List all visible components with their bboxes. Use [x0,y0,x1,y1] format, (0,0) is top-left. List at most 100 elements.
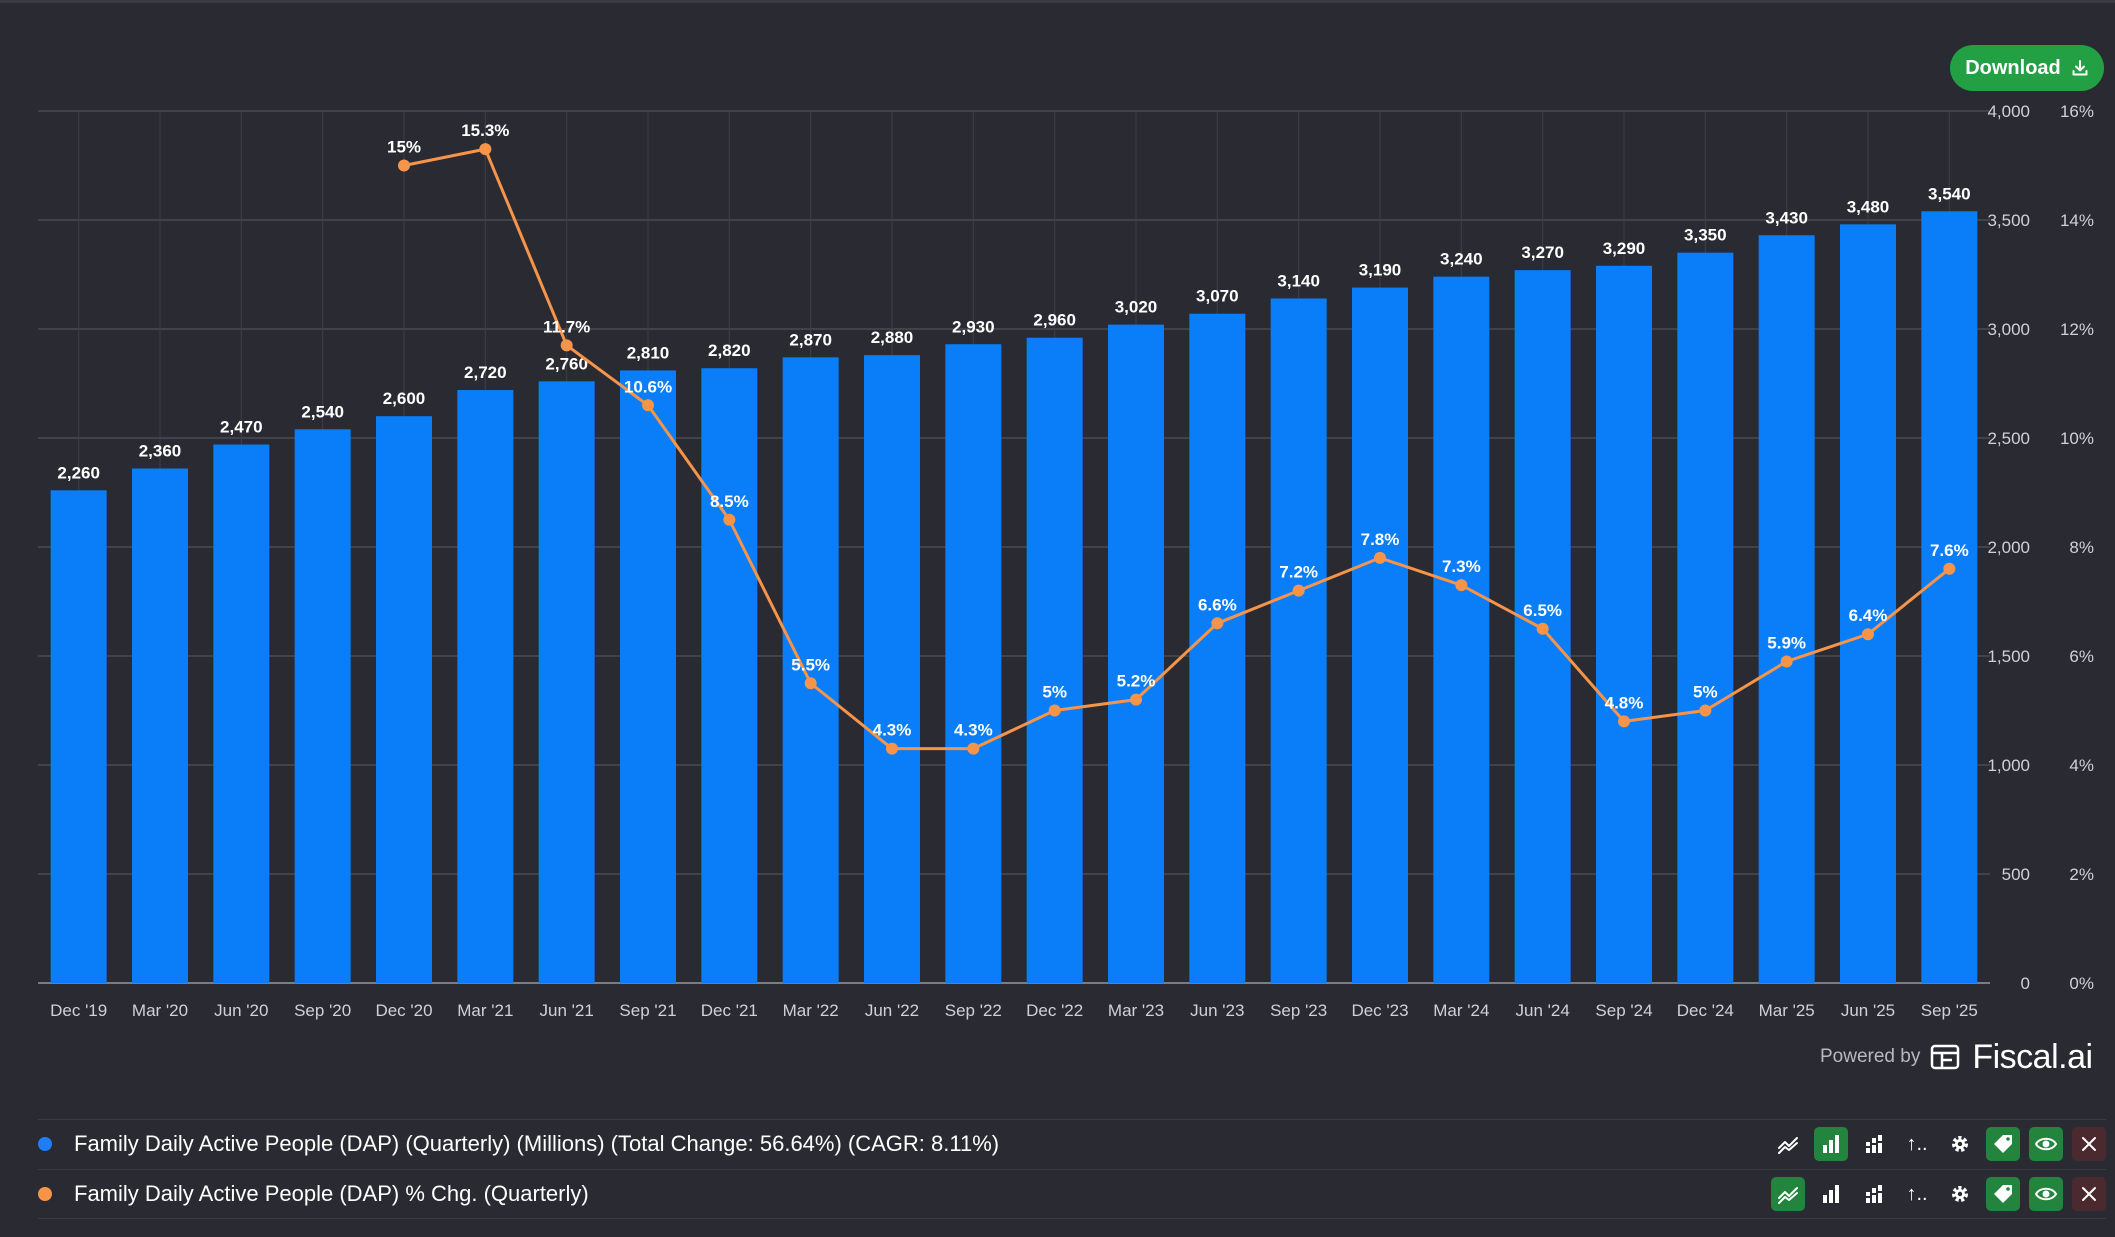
download-label: Download [1965,56,2061,79]
line-point [1943,562,1956,575]
bar-value-label: 2,470 [220,418,263,437]
line-point [1699,704,1712,717]
y-right-tick-label: 0% [2069,974,2094,993]
line-value-label: 15% [387,138,421,157]
y-left-tick-label: 3,000 [1987,320,2030,339]
bar [701,368,758,983]
close-icon[interactable] [2072,1177,2106,1211]
x-tick-label: Dec '20 [375,1001,432,1020]
y-axis-right: 0% 2% 4% 6% 8% 10% 12% 14% 16% [2060,102,2094,993]
bar [457,390,514,983]
x-tick-label: Sep '23 [1270,1001,1327,1020]
line-value-label: 5% [1042,683,1067,702]
brand-name: Fiscal.ai [1972,1037,2093,1076]
line-value-label: 15.3% [461,121,509,140]
stacked-bar-icon[interactable] [1857,1177,1891,1211]
y-right-tick-label: 8% [2069,538,2094,557]
bar-value-label: 3,240 [1440,250,1483,269]
x-tick-label: Mar '23 [1108,1001,1164,1020]
bar [50,490,107,983]
bar-value-label: 2,540 [301,402,344,421]
x-tick-label: Jun '24 [1516,1001,1570,1020]
x-tick-label: Mar '24 [1433,1001,1489,1020]
bar [1677,252,1734,983]
sort-icon[interactable]: ↑.. [1906,1182,1928,1205]
tag-icon[interactable] [1986,1127,2020,1161]
line-value-label: 11.7% [543,317,590,336]
y-right-tick-label: 16% [2060,102,2094,121]
download-button[interactable]: Download [1950,45,2104,91]
line-point [1862,628,1874,641]
stacked-bar-icon[interactable] [1857,1127,1891,1161]
bar [782,357,839,984]
gear-icon[interactable] [1943,1177,1977,1211]
line-value-labels: 15% 15.3% 11.7% 10.6% 8.5% 5.5% 4.3% 4.3% 5% 5.2%… [387,121,1969,740]
line-point [1536,622,1549,635]
bar-value-label: 3,540 [1928,184,1971,203]
x-tick-label: Jun '25 [1841,1001,1895,1020]
line-value-label: 7.8% [1361,530,1400,549]
combo-chart: 2,260 2,360 2,470 2,540 2,600 2,720 2,760 2,810… [38,102,2094,1020]
bar-value-labels: 2,260 2,360 2,470 2,540 2,600 2,720 2,760 2,810… [57,184,1970,482]
bar-value-label: 2,960 [1033,311,1076,330]
line-point [1292,584,1305,597]
series-toolbar: ↑.. [1771,1177,2106,1211]
line-chart-icon[interactable] [1771,1177,1805,1211]
bar-value-label: 3,480 [1847,197,1890,216]
y-left-tick-label: 500 [2002,865,2030,884]
download-icon [2072,60,2088,76]
bar [1433,276,1490,983]
line-point [886,742,898,755]
eye-icon[interactable] [2029,1177,2063,1211]
y-right-tick-label: 6% [2069,647,2094,666]
line-point [1780,655,1793,668]
x-tick-label: Mar '22 [783,1001,839,1020]
line-point [398,159,410,172]
bar-value-label: 2,870 [789,330,832,349]
line-point [1130,693,1142,706]
gear-icon[interactable] [1943,1127,1977,1161]
tag-icon[interactable] [1986,1177,2020,1211]
y-right-tick-label: 14% [2060,211,2094,230]
bar [1921,211,1978,983]
legend-dot-orange [38,1187,52,1201]
y-left-tick-label: 1,500 [1987,647,2030,666]
bar-value-label: 2,360 [139,442,182,461]
eye-icon[interactable] [2029,1127,2063,1161]
y-left-tick-label: 1,000 [1987,756,2030,775]
y-left-tick-label: 2,500 [1987,429,2030,448]
bar-value-label: 2,720 [464,363,507,382]
bar-value-label: 3,430 [1765,208,1808,227]
bar [132,468,188,983]
x-tick-label: Jun '20 [214,1001,268,1020]
bar-chart-icon[interactable] [1814,1177,1848,1211]
bar [945,344,1002,983]
y-right-tick-label: 10% [2060,429,2094,448]
bar-value-label: 2,760 [545,354,588,373]
x-axis: Dec '19 Mar '20 Jun '20 Sep '20 Dec '20 Mar '… [50,1001,1978,1020]
x-tick-label: Sep '25 [1921,1001,1978,1020]
line-value-label: 10.6% [624,377,672,396]
close-icon[interactable] [2072,1127,2106,1161]
legend-dot-blue [38,1137,52,1151]
y-left-tick-label: 4,000 [1987,102,2030,121]
line-chart-icon[interactable] [1771,1127,1805,1161]
bar-value-label: 2,930 [952,317,995,336]
y-right-tick-label: 2% [2069,865,2094,884]
line-value-label: 4.8% [1605,693,1644,712]
x-tick-label: Mar '20 [132,1001,188,1020]
line-series [398,143,1956,755]
bar-series [50,211,1978,984]
powered-by[interactable]: Powered by Fiscal.ai [1820,1037,2093,1077]
bar-chart-icon[interactable] [1814,1127,1848,1161]
line-point [642,399,654,412]
bar [1758,235,1815,983]
x-tick-label: Jun '22 [865,1001,919,1020]
y-axis-left: 0 500 1,000 1,500 2,000 2,500 3,000 3,500 4,000 [1987,102,2030,993]
bar [1270,298,1327,984]
legend-label: Family Daily Active People (DAP) % Chg. … [74,1181,589,1206]
bar-value-label: 2,820 [708,341,751,360]
bar [1596,265,1652,983]
sort-icon[interactable]: ↑.. [1906,1132,1928,1155]
bar-value-label: 2,880 [871,328,914,347]
